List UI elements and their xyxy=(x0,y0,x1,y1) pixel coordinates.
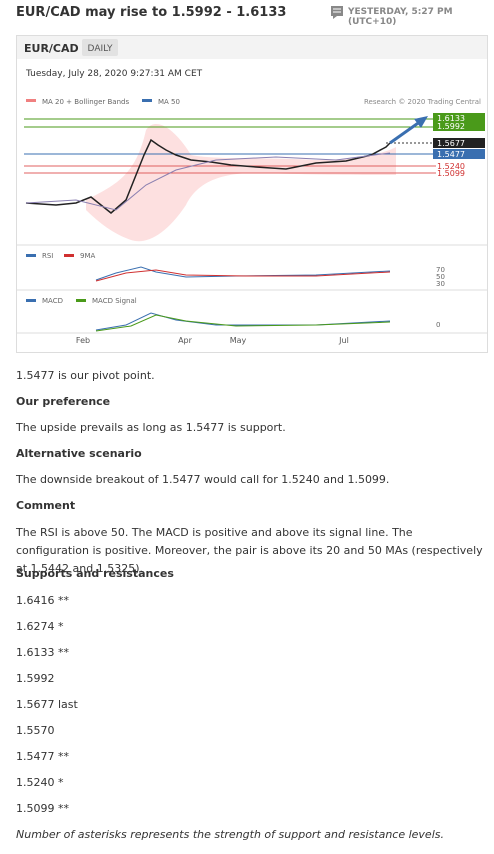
level-item: 1.6416 ** xyxy=(16,594,69,607)
levels-heading: Supports and resistances xyxy=(16,567,174,580)
level-item: 1.5570 xyxy=(16,724,55,737)
legend-item: MA 20 + Bollinger Bands xyxy=(42,98,129,106)
level-item: 1.5099 ** xyxy=(16,802,69,815)
section-heading: Comment xyxy=(16,499,76,512)
footnote: Number of asterisks represents the stren… xyxy=(16,828,444,841)
legend-item: 9MA xyxy=(80,252,95,260)
macd-signal-line xyxy=(95,314,391,332)
credit: Research © 2020 Trading Central xyxy=(364,98,481,106)
rsi-ma-line xyxy=(95,269,391,282)
level-item: 1.5677 last xyxy=(16,698,78,711)
level-item: 1.5240 * xyxy=(16,776,64,789)
section-heading: Our preference xyxy=(16,395,111,408)
chart: EUR/CAD DAILY Tuesday, July 28, 2020 9:2… xyxy=(16,35,488,353)
legend-item: RSI xyxy=(42,252,53,260)
price-label: 1.5677 xyxy=(437,139,465,148)
rsi-level: 70 xyxy=(436,266,445,274)
legend-item: MA 50 xyxy=(158,98,180,106)
section-text: The RSI is above 50. The MACD is positiv… xyxy=(16,526,483,575)
level-item: 1.6133 ** xyxy=(16,646,69,659)
timestamp: YESTERDAY, 5:27 PM (UTC+10) xyxy=(348,7,453,27)
legend-item: MACD Signal xyxy=(92,297,137,305)
comment-icon xyxy=(331,6,343,19)
title: EUR/CAD may rise to 1.5992 - 1.6133 xyxy=(16,5,287,20)
ma-line xyxy=(25,152,391,211)
arrow xyxy=(389,119,422,145)
rsi-line xyxy=(95,266,391,281)
level-item: 1.5477 ** xyxy=(16,750,69,763)
month-label: Feb xyxy=(76,336,90,345)
macd-level: 0 xyxy=(436,321,440,329)
level-item: 1.6274 * xyxy=(16,620,64,633)
symbol: EUR/CAD xyxy=(24,42,79,55)
timeframe: DAILY xyxy=(88,44,113,54)
month-label: Apr xyxy=(178,336,193,345)
rsi-level: 30 xyxy=(436,280,445,288)
bollinger-band xyxy=(86,124,396,242)
section-text: The downside breakout of 1.5477 would ca… xyxy=(16,473,390,486)
section-text: The upside prevails as long as 1.5477 is… xyxy=(16,421,286,434)
price-label: 1.6133 xyxy=(437,114,465,123)
month-label: May xyxy=(230,336,247,345)
price-label: 1.5240 xyxy=(437,162,465,171)
level-item: 1.5992 xyxy=(16,672,55,685)
price-label: 1.5992 xyxy=(437,122,465,131)
arrow-head xyxy=(414,116,428,128)
price-label: 1.5099 xyxy=(437,169,465,178)
rsi-level: 50 xyxy=(436,273,445,281)
legend-item: MACD xyxy=(42,297,63,305)
section-heading: Alternative scenario xyxy=(16,447,142,460)
pivot-text: 1.5477 is our pivot point. xyxy=(16,369,155,382)
price-label: 1.5477 xyxy=(437,150,465,159)
price-line xyxy=(25,138,391,214)
month-label: Jul xyxy=(338,336,349,345)
datetime: Tuesday, July 28, 2020 9:27:31 AM CET xyxy=(25,69,203,79)
